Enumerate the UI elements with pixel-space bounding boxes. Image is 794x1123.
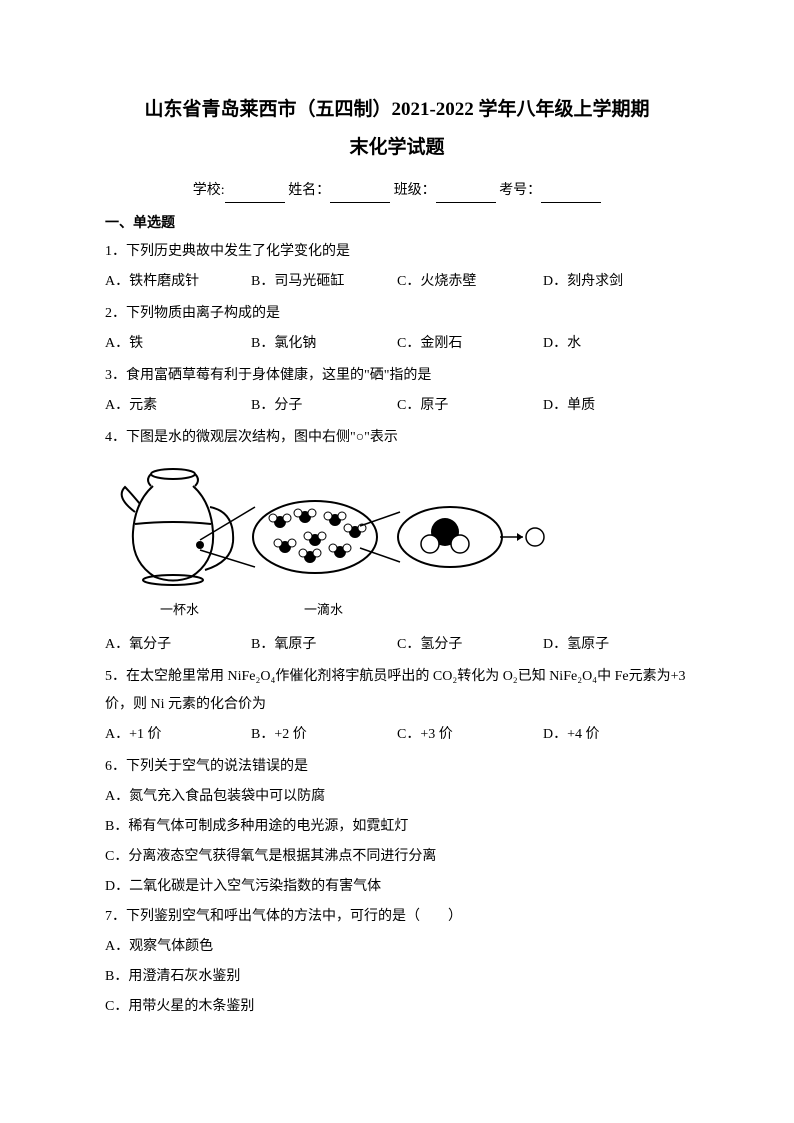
question-5: 5．在太空舱里常用 NiFe₂O₄作催化剂将宇航员呼出的 CO₂转化为 O₂已知… (105, 663, 689, 749)
option-a: A．元素 (105, 392, 251, 420)
exam-no-label: 考号： (499, 183, 541, 198)
question-text: 7．下列鉴别空气和呼出气体的方法中，可行的是（ ） (105, 903, 689, 931)
question-1: 1．下列历史典故中发生了化学变化的是 A．铁杵磨成针 B．司马光砸缸 C．火烧赤… (105, 238, 689, 296)
option-d: D．氢原子 (543, 631, 689, 659)
option-d: D．单质 (543, 392, 689, 420)
school-field[interactable] (225, 187, 285, 203)
option-b: B．用澄清石灰水鉴别 (105, 963, 689, 991)
option-a: A．+1 价 (105, 721, 251, 749)
name-label: 姓名： (288, 183, 330, 198)
options-row: A．铁杵磨成针 B．司马光砸缸 C．火烧赤壁 D．刻舟求剑 (105, 268, 689, 296)
page-title: 山东省青岛莱西市（五四制）2021-2022 学年八年级上学期期 (105, 95, 689, 125)
question-text: 6．下列关于空气的说法错误的是 (105, 753, 689, 781)
option-c: C．分离液态空气获得氧气是根据其沸点不同进行分离 (105, 843, 689, 871)
question-6: 6．下列关于空气的说法错误的是 A．氮气充入食品包装袋中可以防腐 B．稀有气体可… (105, 753, 689, 901)
options-row: A．氧分子 B．氧原子 C．氢分子 D．氢原子 (105, 631, 689, 659)
option-d: D．水 (543, 330, 689, 358)
option-b: B．氯化钠 (251, 330, 397, 358)
option-a: A．铁 (105, 330, 251, 358)
section-header: 一、单选题 (105, 211, 689, 236)
option-b: B．+2 价 (251, 721, 397, 749)
label-drop: 一滴水 (304, 597, 343, 623)
option-c: C．火烧赤壁 (397, 268, 543, 296)
question-text: 3．食用富硒草莓有利于身体健康，这里的"硒"指的是 (105, 362, 689, 390)
school-label: 学校: (193, 183, 225, 198)
info-line: 学校: 姓名： 班级： 考号： (105, 178, 689, 203)
option-c: C．原子 (397, 392, 543, 420)
option-c: C．金刚石 (397, 330, 543, 358)
option-a: A．铁杵磨成针 (105, 268, 251, 296)
question-3: 3．食用富硒草莓有利于身体健康，这里的"硒"指的是 A．元素 B．分子 C．原子… (105, 362, 689, 420)
option-c: C．用带火星的木条鉴别 (105, 993, 689, 1021)
option-b: B．氧原子 (251, 631, 397, 659)
class-field[interactable] (436, 187, 496, 203)
exam-no-field[interactable] (541, 187, 601, 203)
label-cup: 一杯水 (160, 597, 199, 623)
water-diagram (105, 462, 689, 592)
options-row: A．铁 B．氯化钠 C．金刚石 D．水 (105, 330, 689, 358)
option-b: B．稀有气体可制成多种用途的电光源，如霓虹灯 (105, 813, 689, 841)
question-text: 2．下列物质由离子构成的是 (105, 300, 689, 328)
options-row: A．+1 价 B．+2 价 C．+3 价 D．+4 价 (105, 721, 689, 749)
question-4: 4．下图是水的微观层次结构，图中右侧"○"表示 (105, 424, 689, 659)
name-field[interactable] (330, 187, 390, 203)
diagram-labels: 一杯水 一滴水 (105, 597, 689, 623)
options-row: A．元素 B．分子 C．原子 D．单质 (105, 392, 689, 420)
question-text: 5．在太空舱里常用 NiFe₂O₄作催化剂将宇航员呼出的 CO₂转化为 O₂已知… (105, 663, 689, 719)
option-c: C．+3 价 (397, 721, 543, 749)
page-subtitle: 末化学试题 (105, 131, 689, 165)
question-7: 7．下列鉴别空气和呼出气体的方法中，可行的是（ ） A．观察气体颜色 B．用澄清… (105, 903, 689, 1021)
option-d: D．+4 价 (543, 721, 689, 749)
option-c: C．氢分子 (397, 631, 543, 659)
class-label: 班级： (394, 183, 436, 198)
option-d: D．二氧化碳是计入空气污染指数的有害气体 (105, 873, 689, 901)
option-b: B．司马光砸缸 (251, 268, 397, 296)
option-a: A．氮气充入食品包装袋中可以防腐 (105, 783, 689, 811)
question-text: 1．下列历史典故中发生了化学变化的是 (105, 238, 689, 266)
option-a: A．观察气体颜色 (105, 933, 689, 961)
option-a: A．氧分子 (105, 631, 251, 659)
option-d: D．刻舟求剑 (543, 268, 689, 296)
question-2: 2．下列物质由离子构成的是 A．铁 B．氯化钠 C．金刚石 D．水 (105, 300, 689, 358)
option-b: B．分子 (251, 392, 397, 420)
question-text: 4．下图是水的微观层次结构，图中右侧"○"表示 (105, 424, 689, 452)
